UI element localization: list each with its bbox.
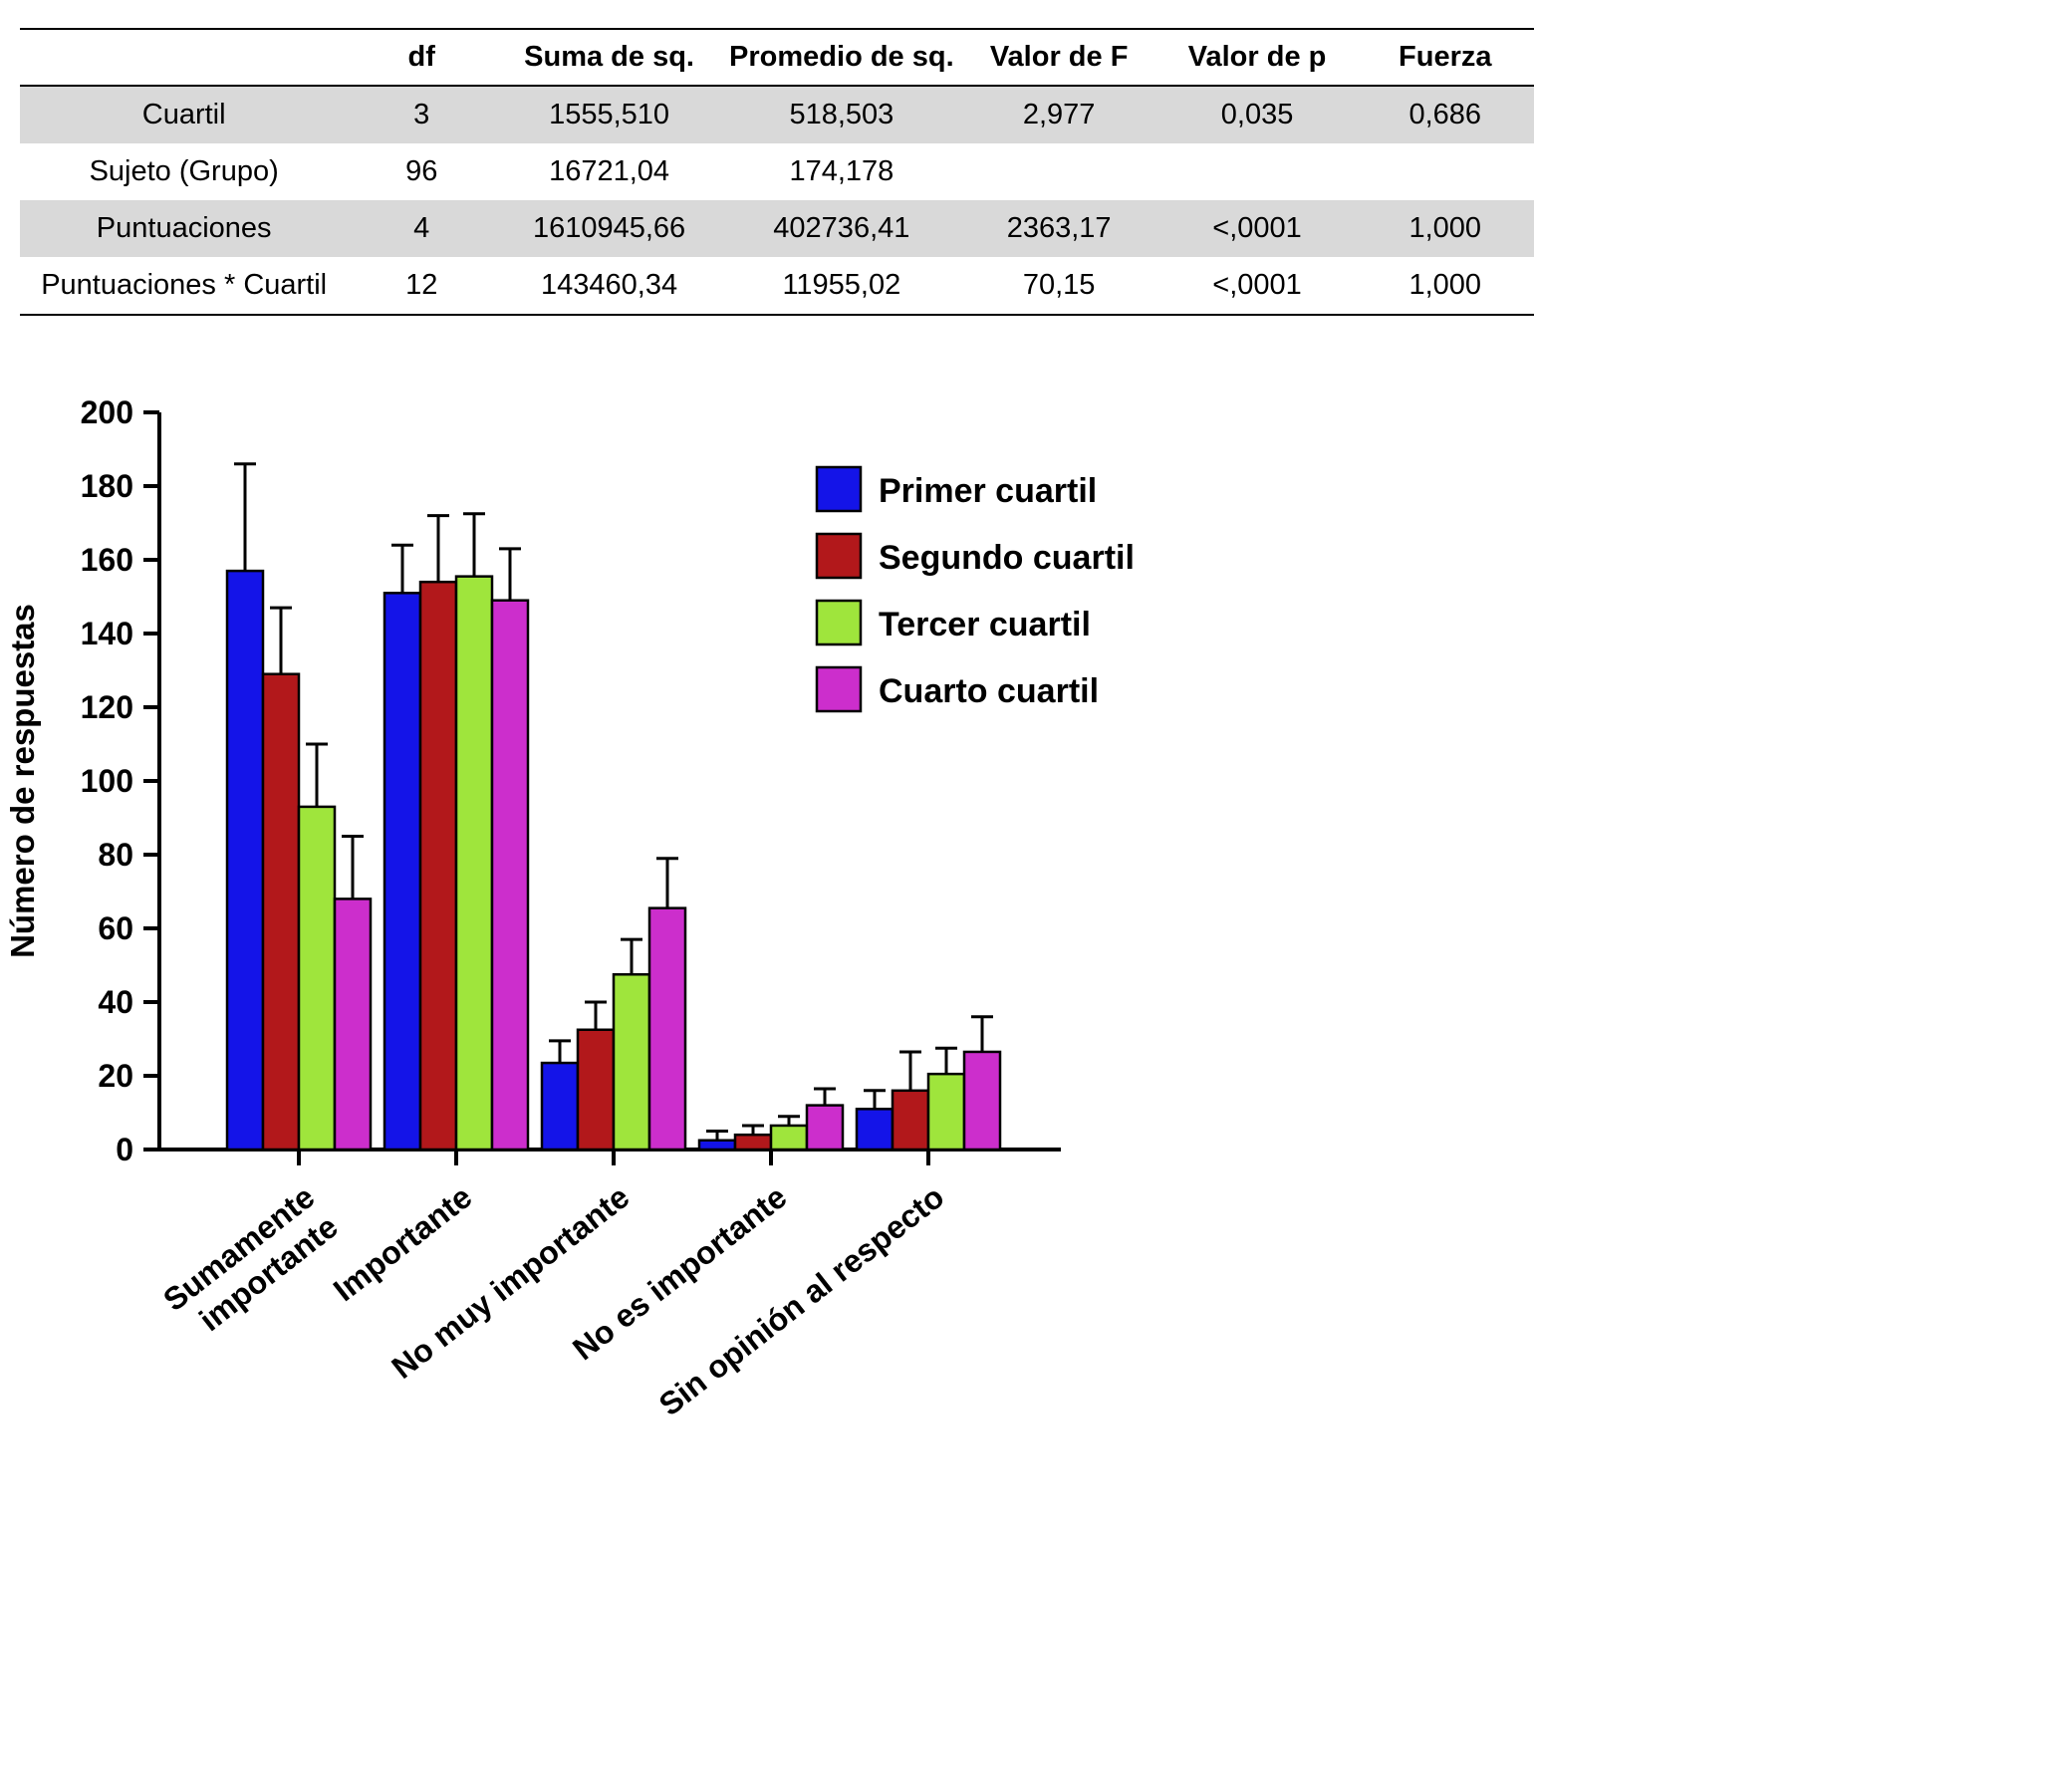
legend-swatch — [815, 599, 863, 646]
bar-cuarto-cuartil — [647, 906, 687, 1152]
table-cell — [1158, 143, 1357, 200]
bar-tercer-cuartil — [769, 1124, 809, 1152]
bar-segundo-cuartil — [261, 672, 301, 1152]
row-label: Puntuaciones * Cuartil — [41, 269, 328, 301]
column-header: Suma de sq. — [524, 41, 694, 73]
bar-cuarto-cuartil — [805, 1104, 845, 1152]
y-tick-label: 20 — [98, 1058, 133, 1094]
legend-label: Tercer cuartil — [879, 606, 1091, 643]
legend-swatch — [815, 665, 863, 713]
bar-segundo-cuartil — [733, 1133, 773, 1152]
table-body: Cuartil 3 1555,510 518,503 2,977 0,035 0,686 Su… — [20, 86, 1534, 315]
column-header: Valor de p — [1187, 41, 1327, 73]
bar-chart: 0 20 40 60 80 100 120 140 160 180 200 Sumamenteimpo… — [4, 394, 1135, 1422]
bar-segundo-cuartil — [891, 1089, 930, 1152]
table-cell: 1610945,66 — [532, 212, 686, 244]
table-cell: 1,000 — [1408, 212, 1482, 244]
table-cell: 12 — [405, 269, 438, 301]
y-tick-label: 60 — [98, 910, 133, 946]
bar-primer-cuartil — [855, 1108, 895, 1152]
column-header: df — [407, 41, 435, 73]
bar-primer-cuartil — [383, 592, 422, 1152]
table-cell: 143460,34 — [541, 269, 678, 301]
y-tick-label: 80 — [98, 837, 133, 873]
bar-tercer-cuartil — [612, 973, 651, 1152]
table-cell: 70,15 — [1022, 269, 1096, 301]
table-cell: 402736,41 — [773, 212, 910, 244]
table-cell: 174,178 — [789, 155, 895, 187]
bar-cuarto-cuartil — [962, 1050, 1002, 1152]
legend-swatch — [815, 532, 863, 580]
table-cell — [1357, 143, 1534, 200]
y-tick-label: 140 — [81, 616, 133, 651]
x-category-label: Sin opinión al respecto — [652, 1178, 951, 1422]
table-header: df Suma de sq. Promedio de sq. Valor de F Va… — [20, 29, 1534, 86]
x-category-label: Importante — [327, 1178, 478, 1308]
table-cell: 1,000 — [1408, 269, 1482, 301]
table-cell: 518,503 — [789, 99, 895, 130]
bar-tercer-cuartil — [297, 805, 337, 1152]
row-label: Puntuaciones — [96, 212, 272, 244]
table-cell — [960, 143, 1158, 200]
table-cell: 11955,02 — [782, 269, 901, 301]
table-cell: 2363,17 — [1006, 212, 1112, 244]
bar-primer-cuartil — [225, 569, 265, 1152]
table-row: Sujeto (Grupo) 96 16721,04 174,178 — [20, 143, 1534, 200]
bar-segundo-cuartil — [418, 580, 458, 1152]
bar-tercer-cuartil — [926, 1072, 966, 1152]
table-header-row: df Suma de sq. Promedio de sq. Valor de F Va… — [20, 29, 1534, 86]
y-tick-label: 180 — [81, 468, 133, 504]
table-cell: 4 — [413, 212, 430, 244]
bar-cuarto-cuartil — [490, 599, 530, 1152]
bar-cuarto-cuartil — [333, 897, 373, 1152]
legend-label: Cuarto cuartil — [879, 672, 1099, 710]
y-tick-label: 200 — [81, 394, 133, 430]
table-row: Puntuaciones 4 1610945,66 402736,41 2363,17 <… — [20, 200, 1534, 257]
bar-primer-cuartil — [540, 1061, 580, 1152]
row-label: Sujeto (Grupo) — [89, 155, 279, 187]
anova-table-section: df Suma de sq. Promedio de sq. Valor de F Va… — [0, 0, 2045, 316]
row-label: Cuartil — [141, 99, 226, 130]
bar-chart-section: 0 20 40 60 80 100 120 140 160 180 200 Sumamenteimpo… — [0, 378, 2045, 1488]
table-row: Puntuaciones * Cuartil 12 143460,34 11955,0… — [20, 257, 1534, 315]
y-tick-label: 120 — [81, 689, 133, 725]
table-cell: 0,035 — [1220, 99, 1294, 130]
bar-tercer-cuartil — [454, 575, 494, 1152]
table-cell: <,0001 — [1212, 269, 1302, 301]
bar-segundo-cuartil — [576, 1028, 616, 1152]
table-cell: <,0001 — [1212, 212, 1302, 244]
table-cell: 2,977 — [1022, 99, 1096, 130]
column-header: Valor de F — [989, 41, 1129, 73]
table-row: Cuartil 3 1555,510 518,503 2,977 0,035 0,686 — [20, 86, 1534, 143]
y-tick-label: 0 — [116, 1132, 133, 1167]
column-header: Promedio de sq. — [729, 41, 954, 73]
y-axis-title: Número de respuestas — [4, 604, 41, 958]
anova-table: df Suma de sq. Promedio de sq. Valor de F Va… — [20, 28, 1534, 316]
table-cell: 1555,510 — [549, 99, 670, 130]
column-header: Fuerza — [1399, 41, 1492, 73]
table-cell: 0,686 — [1408, 99, 1482, 130]
y-tick-label: 160 — [81, 542, 133, 578]
column-header — [20, 29, 348, 86]
x-category-label: Sumamenteimportante — [156, 1178, 344, 1348]
table-cell: 96 — [405, 155, 438, 187]
bar-primer-cuartil — [697, 1139, 737, 1152]
legend-label: Primer cuartil — [879, 472, 1097, 510]
legend-swatch — [815, 465, 863, 513]
y-tick-label: 40 — [98, 984, 133, 1020]
y-tick-label: 100 — [81, 763, 133, 799]
table-cell: 16721,04 — [549, 155, 670, 187]
table-cell: 3 — [413, 99, 430, 130]
legend-label: Segundo cuartil — [879, 539, 1135, 577]
